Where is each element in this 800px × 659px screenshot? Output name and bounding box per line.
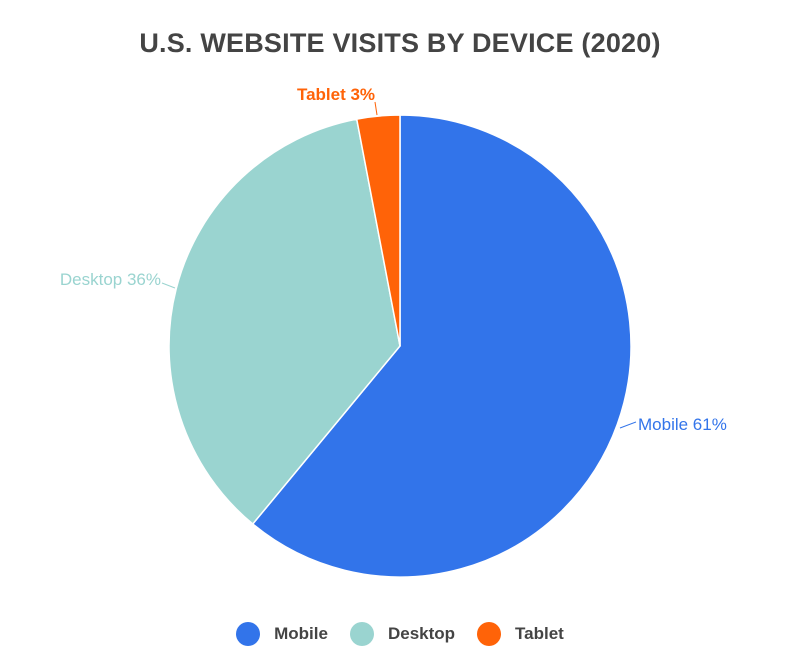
desktop-data-label: Desktop 36% [60,270,161,289]
tablet-data-label: Tablet 3% [297,85,375,104]
mobile-leader-line [619,421,637,429]
pie-slice-tablet [355,114,401,347]
tablet-leader-line [374,101,378,116]
legend-label: Desktop [387,624,456,643]
legend: Mobile Desktop Tablet [0,622,800,646]
mobile-swatch-icon [236,622,261,646]
legend-label: Mobile [274,624,328,643]
legend-item-desktop[interactable]: Desktop [349,622,456,646]
tablet-swatch-icon [477,622,502,646]
desktop-swatch-icon [349,622,374,646]
pie-slice-desktop [168,118,401,526]
desktop-leader-line [161,282,176,289]
legend-item-mobile[interactable]: Mobile [236,622,328,646]
legend-label: Tablet [515,624,564,643]
mobile-data-label: Mobile 61% [638,415,727,434]
pie-slice-mobile [251,114,632,578]
chart-title: U.S. WEBSITE VISITS BY DEVICE (2020) [139,28,661,58]
legend-item-tablet[interactable]: Tablet [477,622,564,646]
